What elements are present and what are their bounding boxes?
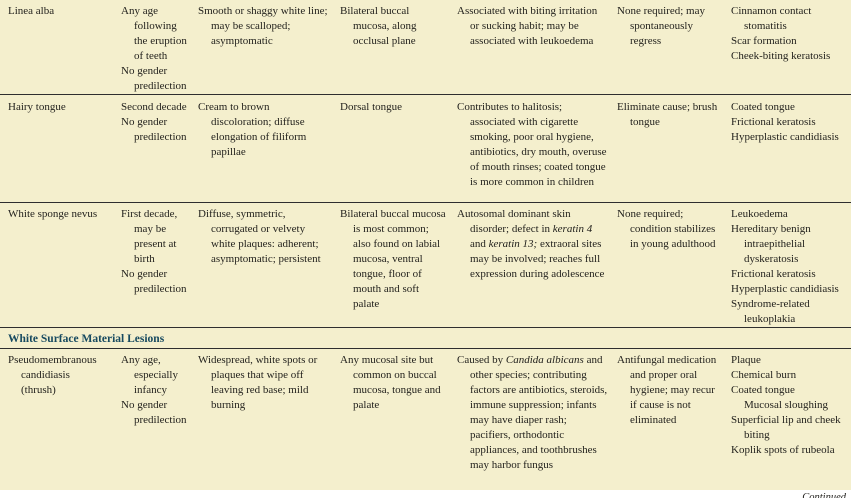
cell-condition: Linea alba <box>0 0 110 95</box>
cell-condition: Pseudomembranous candidiasis (thrush) <box>0 349 110 490</box>
condition-name: White sponge nevus <box>8 208 98 220</box>
cell-comments: Caused by Candida albicans and other spe… <box>457 354 608 471</box>
cell-condition: Hairy tongue <box>0 94 110 203</box>
cell-location: Bilateral buccal mucosa, along occlusal … <box>337 0 453 95</box>
continued-label: Continued <box>802 491 846 498</box>
species-name-italic: Candida albicans <box>505 354 584 366</box>
table-row-white-sponge-nevus: White sponge nevus First decade, may be … <box>0 202 851 328</box>
cell-location: Any mucosal site but common on buccal mu… <box>340 354 441 411</box>
condition-name: Linea alba <box>8 5 55 17</box>
cell-differential-diagnosis: Coated tongue Frictional keratosis Hyper… <box>727 94 851 203</box>
table-row-pseudomembranous-candidiasis: Pseudomembranous candidiasis (thrush) An… <box>0 349 851 490</box>
cell-location: Dorsal tongue <box>337 94 453 203</box>
cell-comments: Associated with biting irritation or suc… <box>453 0 614 95</box>
cell-condition: White sponge nevus <box>0 202 110 328</box>
cell-treatment: Antifungal medication and proper oral hy… <box>617 354 717 426</box>
page-footer: Continued <box>0 490 851 498</box>
condition-name: Hairy tongue <box>8 101 66 113</box>
section-header-row: White Surface Material Lesions <box>0 327 851 349</box>
cell-treatment: None required; may spontaneously regress <box>614 0 727 95</box>
cell-location: Bilateral buccal mucosa is most common; … <box>337 202 453 328</box>
cell-differential-diagnosis: Cinnamon contact stomatitis Scar formati… <box>727 0 851 95</box>
cell-treatment: Eliminate cause; brush tongue <box>614 94 727 203</box>
cell-differential-diagnosis: Leukoedema Hereditary benign intraepithe… <box>727 202 851 328</box>
cell-clinical-appearance: Smooth or shaggy white line; may be scal… <box>196 0 337 95</box>
cell-clinical-appearance: Diffuse, symmetric, corrugated or velvet… <box>196 202 337 328</box>
cell-clinical-appearance: Cream to brown discoloration; diffuse el… <box>196 94 337 203</box>
cell-age-gender: Any age following the eruption of teeth … <box>110 0 196 95</box>
gene-name-italic: keratin 4 <box>552 223 593 235</box>
cell-treatment: None required; condition stabilizes in y… <box>614 202 727 328</box>
gene-name-italic: keratin 13; <box>488 238 538 250</box>
table-row-hairy-tongue: Hairy tongue Second decade No gender pre… <box>0 94 851 203</box>
cell-differential-diagnosis: Plaque Chemical burn Coated tongue Mucos… <box>731 354 841 456</box>
cell-comments: Contributes to halitosis; associated wit… <box>453 94 614 203</box>
cell-clinical-appearance: Widespread, white spots or plaques that … <box>198 354 318 411</box>
cell-age-gender: Second decade No gender predilection <box>110 94 196 203</box>
condition-name: Pseudomembranous candidiasis (thrush) <box>8 354 97 396</box>
table-row-linea-alba: Linea alba Any age following the eruptio… <box>0 0 851 95</box>
cell-comments: Autosomal dominant skin disorder; defect… <box>453 202 614 328</box>
section-header: White Surface Material Lesions <box>0 327 851 349</box>
cell-age-gender: Any age, especially infancy No gender pr… <box>121 354 187 426</box>
cell-age-gender: First decade, may be present at birth No… <box>110 202 196 328</box>
